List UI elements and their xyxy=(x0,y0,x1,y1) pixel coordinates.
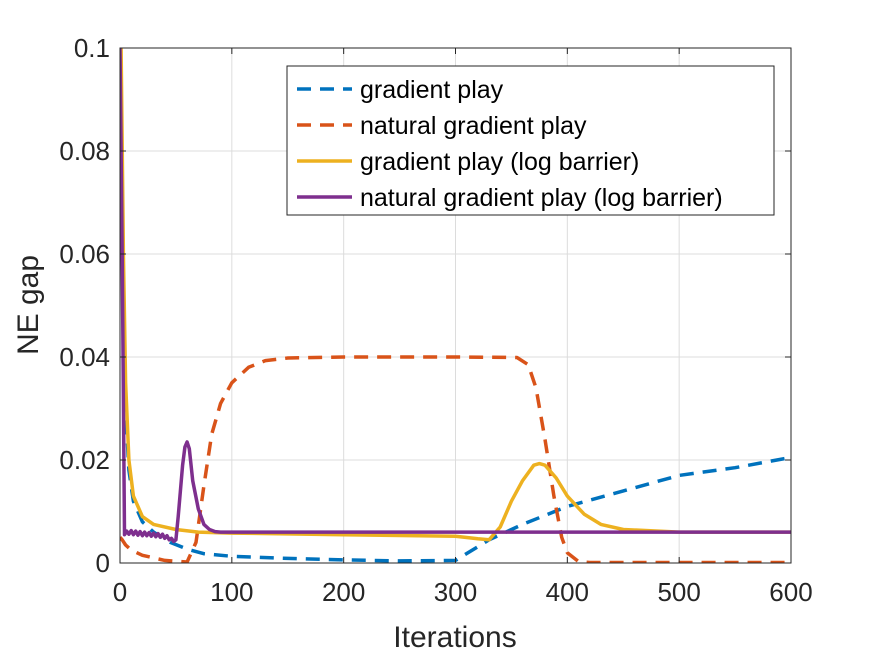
x-axis-label: Iterations xyxy=(393,621,516,654)
x-tick-label: 400 xyxy=(546,577,589,607)
legend-entry-label: gradient play xyxy=(360,76,504,104)
y-tick-label: 0.06 xyxy=(59,239,110,269)
legend-box xyxy=(286,65,775,216)
x-tick-label: 500 xyxy=(657,577,700,607)
x-tick-label: 300 xyxy=(434,577,477,607)
x-tick-labels: 0 100 200 300 400 500 600 xyxy=(113,577,813,607)
x-tick-label: 200 xyxy=(322,577,365,607)
y-axis-label: NE gap xyxy=(12,255,45,355)
legend-entry-label: natural gradient play (log barrier) xyxy=(360,184,723,212)
series-line-1 xyxy=(121,305,791,563)
legend-entry-label: natural gradient play xyxy=(360,112,587,140)
series-line-4 xyxy=(120,48,791,544)
y-tick-label: 0 xyxy=(96,548,110,578)
x-tick-label: 100 xyxy=(210,577,253,607)
axis-ticks xyxy=(119,47,792,564)
legend-entry-label: gradient play (log barrier) xyxy=(360,148,639,176)
series-line-3 xyxy=(120,48,791,542)
x-tick-label: 0 xyxy=(113,577,127,607)
y-tick-label: 0.04 xyxy=(59,342,110,372)
series-group xyxy=(120,48,791,563)
legend: gradient play natural gradient play gradie… xyxy=(286,65,775,216)
y-tick-labels: 0 0.02 0.04 0.06 0.08 0.1 xyxy=(59,33,110,578)
y-tick-label: 0.08 xyxy=(59,136,110,166)
x-tick-label: 600 xyxy=(769,577,812,607)
y-tick-label: 0.1 xyxy=(74,33,110,63)
y-tick-label: 0.02 xyxy=(59,445,110,475)
